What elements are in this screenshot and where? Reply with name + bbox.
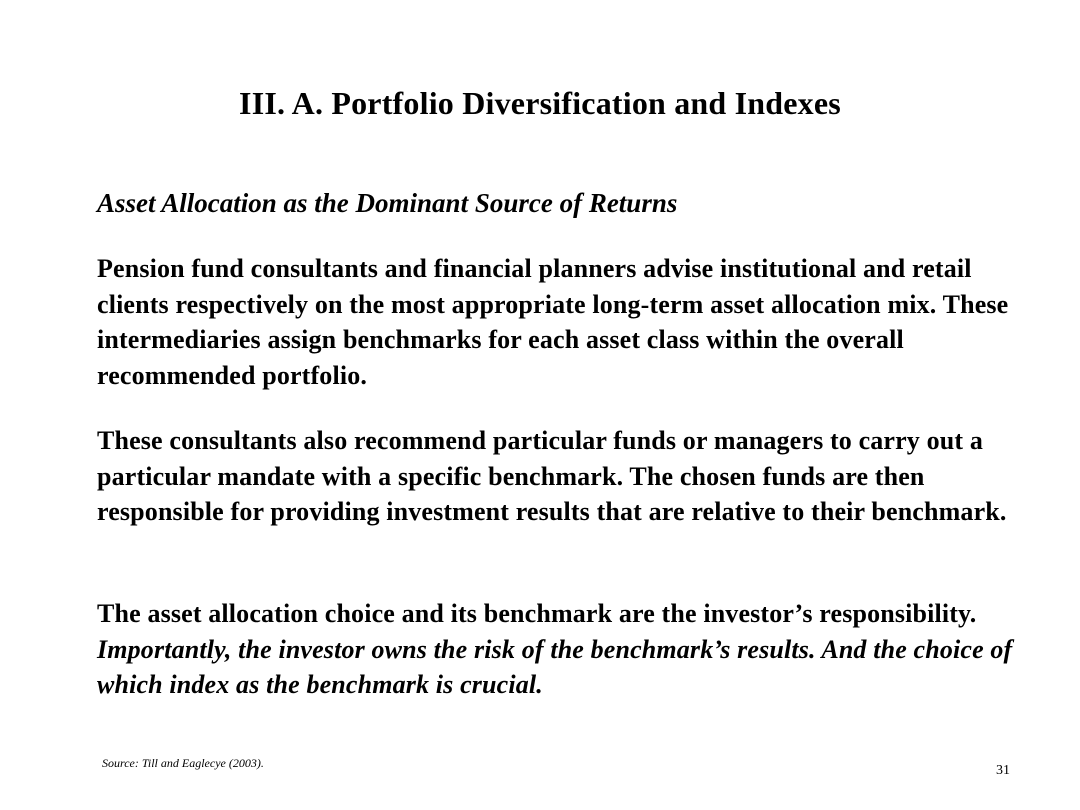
- paragraph-3-emphasis-text: Importantly, the investor owns the risk …: [97, 634, 1013, 700]
- section-subtitle: Asset Allocation as the Dominant Source …: [97, 188, 678, 218]
- paragraph-3-plain-text: The asset allocation choice and its benc…: [97, 599, 977, 628]
- page-number: 31: [996, 763, 1010, 778]
- slide-title: III. A. Portfolio Diversification and In…: [239, 85, 841, 121]
- paragraph-3: The asset allocation choice and its benc…: [97, 596, 1017, 703]
- paragraph-1: Pension fund consultants and financial p…: [97, 254, 1009, 390]
- source-citation: Source: Till and Eaglecye (2003).: [102, 756, 264, 770]
- paragraph-2: These consultants also recommend particu…: [97, 426, 1007, 526]
